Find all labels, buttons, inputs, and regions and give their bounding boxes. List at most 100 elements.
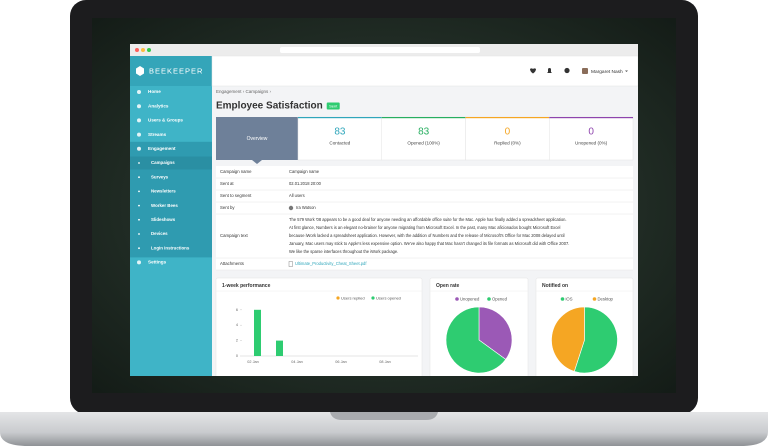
laptop-base: [0, 412, 768, 446]
detail-key: Attachments: [220, 261, 244, 266]
submenu-item[interactable]: Worker Bees: [151, 203, 178, 208]
help-icon[interactable]: [564, 67, 570, 74]
submenu-item[interactable]: Newsletters: [151, 189, 176, 194]
detail-key: Campaign text: [220, 233, 249, 238]
stat-card[interactable]: [465, 116, 550, 161]
stat-value: 0: [588, 127, 594, 138]
detail-key: Campaign name: [220, 169, 252, 174]
stat-card[interactable]: [549, 116, 634, 161]
legend-dot: [455, 297, 459, 301]
stat-label: Unopened (0%): [575, 141, 608, 146]
logo-text: BEEKEEPER: [149, 66, 203, 75]
overview-tab[interactable]: [216, 117, 298, 160]
stat-card[interactable]: [381, 116, 466, 161]
menu-item[interactable]: Streams: [148, 132, 167, 137]
menu-item[interactable]: Analytics: [148, 103, 169, 108]
submenu-item[interactable]: Surveys: [151, 174, 169, 179]
legend-dot: [371, 296, 375, 300]
x-tick-label: 08 Jan: [379, 360, 390, 364]
user-name[interactable]: Margaret Nash: [591, 69, 623, 75]
pie-slice: [478, 306, 513, 360]
detail-key: Sent by: [220, 205, 235, 210]
menu-icon: [137, 90, 141, 94]
stat-value: 83: [334, 127, 346, 138]
pie-slice: [551, 306, 585, 372]
menu-icon: [137, 104, 141, 109]
stat-accent: [381, 117, 466, 119]
close-button[interactable]: [135, 48, 139, 52]
detail-value: Ira Watson: [296, 205, 316, 210]
submenu-item[interactable]: Login instructions: [151, 245, 190, 250]
menu-item[interactable]: Settings: [148, 260, 167, 265]
menu-icon: [137, 260, 141, 265]
chart-title: Notified on: [542, 283, 568, 289]
submenu-item[interactable]: Slideshows: [151, 217, 176, 222]
minimize-button[interactable]: [141, 48, 145, 52]
y-tick-label: 2: [236, 339, 238, 343]
user-avatar[interactable]: [582, 68, 588, 74]
y-tick-label: 4: [236, 323, 238, 327]
chart-card: [215, 277, 423, 376]
submenu-dot: [138, 162, 140, 164]
stat-label: Opened (100%): [407, 141, 440, 146]
page-title: Employee Satisfaction: [216, 101, 323, 112]
legend-dot: [560, 297, 565, 301]
menu-icon: [137, 118, 141, 123]
menu-icon: [137, 146, 141, 151]
detail-key: Sent at: [220, 181, 234, 186]
legend-label: Users replied: [341, 295, 365, 300]
submenu-dot: [138, 233, 140, 235]
top-bar: [211, 55, 638, 87]
pie-slice: [573, 306, 618, 374]
submenu-dot: [138, 247, 140, 250]
detail-value: Campaign name: [289, 169, 320, 174]
legend-label: Unopened: [460, 296, 480, 301]
legend-dot: [336, 296, 340, 300]
legend-dot: [592, 297, 597, 301]
status-badge: [326, 102, 340, 110]
x-tick-label: 04 Jan: [291, 360, 302, 364]
user-menu-caret[interactable]: [625, 70, 628, 73]
legend-label: Opened: [492, 296, 508, 301]
submenu-dot: [138, 176, 140, 179]
overview-pointer: [252, 160, 262, 164]
detail-value: because iWork lacked a spreadsheet appli…: [289, 233, 565, 238]
address-bar[interactable]: [280, 47, 480, 53]
detail-value: At first glance, Numbers is an elegant n…: [289, 225, 561, 230]
pie-slice: [445, 306, 507, 374]
submenu-dot: [138, 190, 140, 193]
menu-item[interactable]: Engagement: [148, 146, 176, 151]
notifications-icon[interactable]: [547, 68, 552, 73]
menu-icon: [137, 132, 141, 137]
submenu-item[interactable]: Devices: [151, 231, 168, 236]
submenu-dot: [138, 218, 140, 221]
breadcrumb[interactable]: Engagement › Campaigns ›: [216, 89, 272, 94]
y-tick-label: 6: [236, 308, 238, 312]
overview-label[interactable]: Overview: [247, 136, 268, 142]
submenu-item[interactable]: Campaigns: [151, 160, 175, 165]
browser-window: BEEKEEPER Margaret Nash Engagement › Cam…: [130, 44, 638, 376]
detail-value: 02.01.2018 20:00: [289, 181, 322, 186]
x-tick-label: 02 Jan: [247, 360, 258, 364]
submenu-active: [130, 156, 212, 170]
legend-label: Desktop: [598, 296, 614, 301]
detail-value: The 579 Work '08 appears to be a good de…: [289, 217, 567, 222]
stat-value: 0: [505, 127, 511, 138]
detail-value: January, Mac users may stick to Apple's …: [289, 241, 569, 246]
menu-item[interactable]: Home: [148, 89, 161, 94]
bar: [276, 340, 283, 356]
zoom-button[interactable]: [147, 48, 151, 52]
stat-card[interactable]: [297, 116, 382, 161]
details-table: [216, 166, 633, 270]
detail-key: Sent to segment: [220, 193, 252, 198]
submenu-dot: [138, 204, 140, 207]
bar: [254, 309, 261, 356]
menu-item[interactable]: Users & Groups: [148, 118, 183, 123]
detail-value[interactable]: Ultimate_Productivity_Cheat_Sheet.pdf: [295, 261, 367, 266]
legend-label: Users opened: [376, 295, 401, 300]
stat-accent: [465, 117, 550, 119]
status-badge-text: Sent: [329, 103, 338, 108]
favorites-icon[interactable]: [530, 68, 536, 74]
